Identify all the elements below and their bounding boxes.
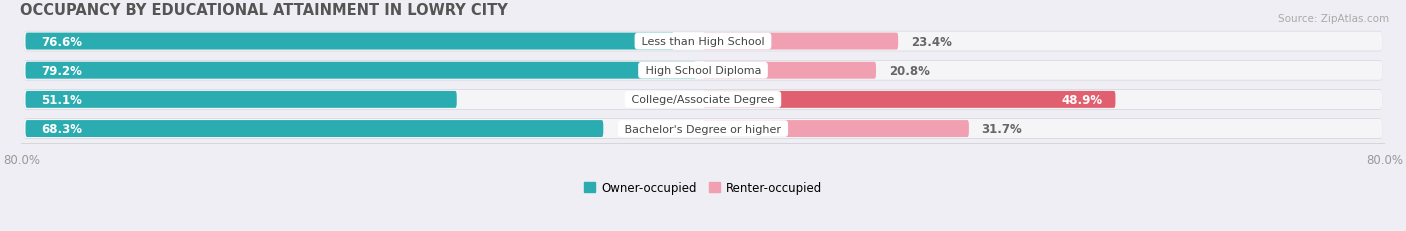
Text: High School Diploma: High School Diploma	[641, 66, 765, 76]
Text: 48.9%: 48.9%	[1062, 94, 1102, 106]
Legend: Owner-occupied, Renter-occupied: Owner-occupied, Renter-occupied	[583, 182, 823, 195]
FancyBboxPatch shape	[25, 33, 673, 50]
FancyBboxPatch shape	[703, 63, 876, 79]
FancyBboxPatch shape	[703, 121, 969, 137]
Text: Bachelor's Degree or higher: Bachelor's Degree or higher	[621, 124, 785, 134]
FancyBboxPatch shape	[24, 119, 1382, 139]
Text: OCCUPANCY BY EDUCATIONAL ATTAINMENT IN LOWRY CITY: OCCUPANCY BY EDUCATIONAL ATTAINMENT IN L…	[20, 3, 508, 18]
Text: College/Associate Degree: College/Associate Degree	[628, 95, 778, 105]
Text: 76.6%: 76.6%	[41, 35, 82, 48]
FancyBboxPatch shape	[24, 119, 1382, 139]
FancyBboxPatch shape	[703, 91, 1115, 108]
FancyBboxPatch shape	[703, 33, 898, 50]
FancyBboxPatch shape	[25, 63, 696, 79]
Text: Less than High School: Less than High School	[638, 37, 768, 47]
FancyBboxPatch shape	[24, 32, 1382, 52]
FancyBboxPatch shape	[25, 91, 457, 108]
FancyBboxPatch shape	[24, 61, 1382, 81]
FancyBboxPatch shape	[24, 90, 1382, 110]
FancyBboxPatch shape	[25, 121, 603, 137]
FancyBboxPatch shape	[24, 32, 1382, 52]
Text: 31.7%: 31.7%	[981, 122, 1022, 135]
Text: Source: ZipAtlas.com: Source: ZipAtlas.com	[1278, 14, 1389, 24]
Text: 51.1%: 51.1%	[41, 94, 82, 106]
Text: 23.4%: 23.4%	[911, 35, 952, 48]
FancyBboxPatch shape	[24, 61, 1382, 80]
FancyBboxPatch shape	[24, 90, 1382, 109]
Text: 68.3%: 68.3%	[41, 122, 82, 135]
Text: 79.2%: 79.2%	[41, 64, 82, 77]
Text: 20.8%: 20.8%	[889, 64, 929, 77]
